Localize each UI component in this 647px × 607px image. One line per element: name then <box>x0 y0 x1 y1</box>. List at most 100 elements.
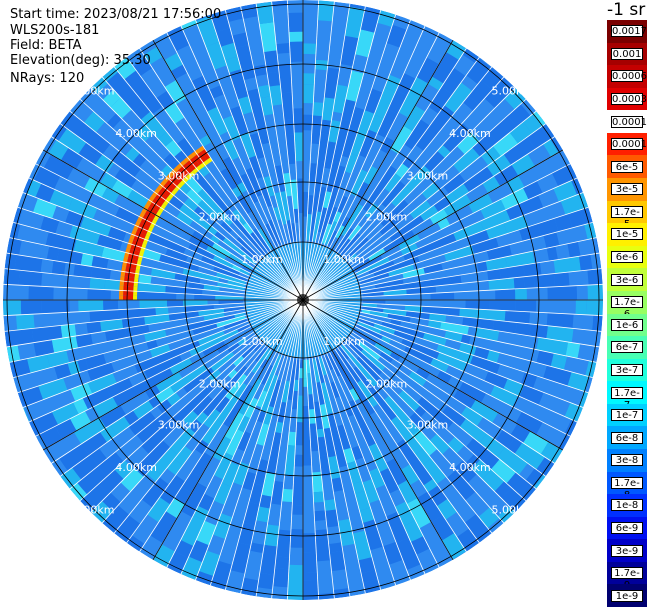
ppi-cell <box>106 71 136 103</box>
ppi-cell <box>408 371 427 387</box>
ppi-cell <box>60 111 88 137</box>
colorbar-tick-label: 0.00017 <box>611 115 647 128</box>
ppi-cell <box>41 300 70 314</box>
ppi-ray-line <box>302 299 593 379</box>
ppi-ray-line <box>302 299 597 363</box>
ppi-cell <box>433 196 451 213</box>
ppi-cell <box>260 186 273 208</box>
ppi-ray-line <box>139 299 304 552</box>
colorbar-tick-label: 0.0001 <box>611 138 647 151</box>
ppi-cell <box>93 396 119 418</box>
ppi-cell <box>459 418 487 443</box>
ppi-ray-line <box>35 163 304 301</box>
ppi-cell <box>357 363 378 387</box>
ppi-cell <box>486 244 512 261</box>
ppi-cell <box>259 494 272 509</box>
ppi-cell <box>174 445 193 466</box>
ppi-ray-line <box>302 177 578 301</box>
ppi-cell <box>486 154 512 177</box>
ppi-cell <box>273 354 282 368</box>
ppi-cell <box>373 323 396 335</box>
ppi-cell <box>456 528 480 552</box>
ppi-cell <box>396 73 416 96</box>
ppi-cell <box>195 15 220 47</box>
ppi-cell <box>155 371 183 393</box>
ppi-cell <box>202 340 226 357</box>
ppi-cell <box>373 265 395 277</box>
ppi-ray-line <box>302 192 584 301</box>
ppi-cell <box>303 580 319 600</box>
ppi-cell <box>368 114 384 134</box>
ppi-echo-cell <box>197 151 207 163</box>
ppi-ray-line <box>302 136 555 301</box>
ppi-cell <box>480 66 504 90</box>
ppi-cell <box>196 520 217 546</box>
ppi-echo-cell <box>130 244 142 252</box>
ppi-cell <box>381 180 406 208</box>
ppi-cell <box>140 111 167 140</box>
ppi-cell <box>192 382 216 406</box>
ppi-echo-cell <box>119 295 124 300</box>
ppi-cell <box>215 262 240 276</box>
ppi-ray-line <box>302 66 493 301</box>
ppi-cell <box>139 300 168 309</box>
ppi-cell <box>203 408 221 429</box>
ppi-cell <box>232 300 244 304</box>
ppi-cell <box>398 92 420 118</box>
ppi-cell <box>332 438 348 468</box>
ppi-cell <box>182 381 195 394</box>
ppi-cell <box>504 310 531 324</box>
ppi-echo-cell <box>126 243 132 249</box>
ppi-cell <box>388 264 415 277</box>
range-ring-label: 3.00km <box>158 418 200 431</box>
ppi-cell <box>218 300 233 305</box>
ppi-cell <box>442 405 467 427</box>
ppi-cell <box>250 179 263 197</box>
ppi-cell <box>266 448 280 475</box>
ppi-cell <box>340 232 361 256</box>
ppi-cell <box>316 428 325 438</box>
ppi-cell <box>138 274 152 284</box>
ppi-ray-line <box>17 206 304 301</box>
ppi-ray-line <box>302 299 366 594</box>
ppi-cell <box>46 246 60 262</box>
ppi-cell <box>182 300 208 307</box>
ppi-ray-line <box>101 76 304 301</box>
ppi-cell <box>110 416 131 436</box>
ppi-cell <box>307 394 315 410</box>
ppi-cell <box>327 206 339 225</box>
ppi-echo-cell <box>133 295 138 300</box>
ppi-ray-line <box>302 87 516 301</box>
ppi-cell <box>325 195 337 219</box>
ppi-echo-cell <box>131 229 137 236</box>
ppi-cell <box>488 115 517 143</box>
ppi-cell <box>227 369 238 379</box>
ppi-cell <box>517 195 544 217</box>
ppi-echo-cell <box>138 222 150 231</box>
ppi-cell <box>368 443 389 473</box>
ppi-cell <box>281 92 294 121</box>
ppi-cell <box>227 342 240 353</box>
ppi-cell <box>58 128 87 155</box>
ppi-cell <box>253 458 269 486</box>
ppi-cell <box>398 390 421 412</box>
ppi-ray-line <box>302 299 426 575</box>
ppi-echo-cell <box>136 226 148 235</box>
ppi-cell <box>69 225 101 245</box>
ppi-cell <box>191 452 213 478</box>
ppi-ray-line <box>302 283 603 301</box>
ppi-cell <box>101 492 121 512</box>
ppi-cell <box>205 42 227 70</box>
ppi-ray-line <box>302 299 382 590</box>
ppi-cell <box>248 155 263 180</box>
ppi-cell <box>259 390 268 401</box>
ppi-cell <box>180 19 198 31</box>
ppi-echo-cell <box>135 264 141 270</box>
ppi-cell <box>67 360 81 376</box>
ppi-cell <box>437 144 451 159</box>
ppi-cell <box>374 87 396 119</box>
ppi-cell <box>550 353 568 370</box>
ppi-cell <box>420 242 436 254</box>
ppi-cell <box>506 472 534 499</box>
ppi-cell <box>254 346 268 363</box>
